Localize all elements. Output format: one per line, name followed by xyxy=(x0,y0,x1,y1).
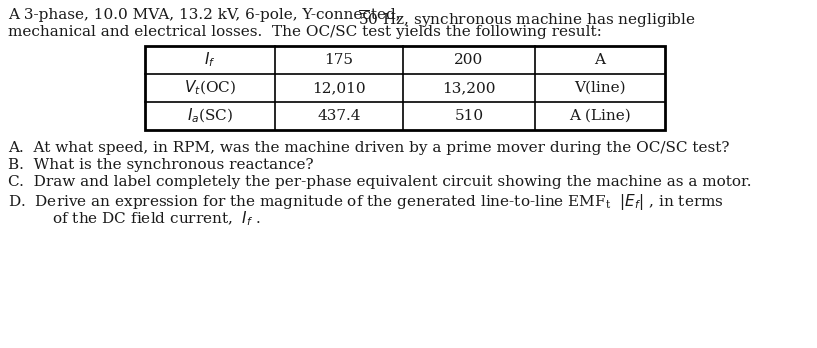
Text: B.  What is the synchronous reactance?: B. What is the synchronous reactance? xyxy=(8,158,314,172)
Text: 13,200: 13,200 xyxy=(442,81,496,95)
Text: A 3-phase, 10.0 MVA, 13.2 kV, 6-pole, Y-connected,: A 3-phase, 10.0 MVA, 13.2 kV, 6-pole, Y-… xyxy=(8,8,405,22)
Text: mechanical and electrical losses.  The OC/SC test yields the following result:: mechanical and electrical losses. The OC… xyxy=(8,25,602,39)
Text: $I_f$: $I_f$ xyxy=(204,51,216,69)
Text: 175: 175 xyxy=(324,53,354,67)
Text: D.  Derive an expression for the magnitude of the generated line-to-line EMF$_{\: D. Derive an expression for the magnitud… xyxy=(8,192,724,212)
Text: $\mathdefault{\overline{5}}$0 Hz, synchronous machine has negligible: $\mathdefault{\overline{5}}$0 Hz, synchr… xyxy=(358,8,696,30)
Text: C.  Draw and label completely the per-phase equivalent circuit showing the machi: C. Draw and label completely the per-pha… xyxy=(8,175,752,189)
Text: 200: 200 xyxy=(454,53,484,67)
Text: V(line): V(line) xyxy=(574,81,626,95)
Bar xyxy=(145,46,665,130)
Text: 437.4: 437.4 xyxy=(317,109,361,123)
Text: A: A xyxy=(595,53,605,67)
Text: of the DC field current,  $I_f$ .: of the DC field current, $I_f$ . xyxy=(28,209,261,228)
Text: A (Line): A (Line) xyxy=(569,109,631,123)
Text: $I_a$(SC): $I_a$(SC) xyxy=(187,107,233,125)
Text: 12,010: 12,010 xyxy=(312,81,366,95)
Text: 510: 510 xyxy=(454,109,484,123)
Text: $V_t$(OC): $V_t$(OC) xyxy=(184,79,236,97)
Text: A.  At what speed, in RPM, was the machine driven by a prime mover during the OC: A. At what speed, in RPM, was the machin… xyxy=(8,141,730,155)
